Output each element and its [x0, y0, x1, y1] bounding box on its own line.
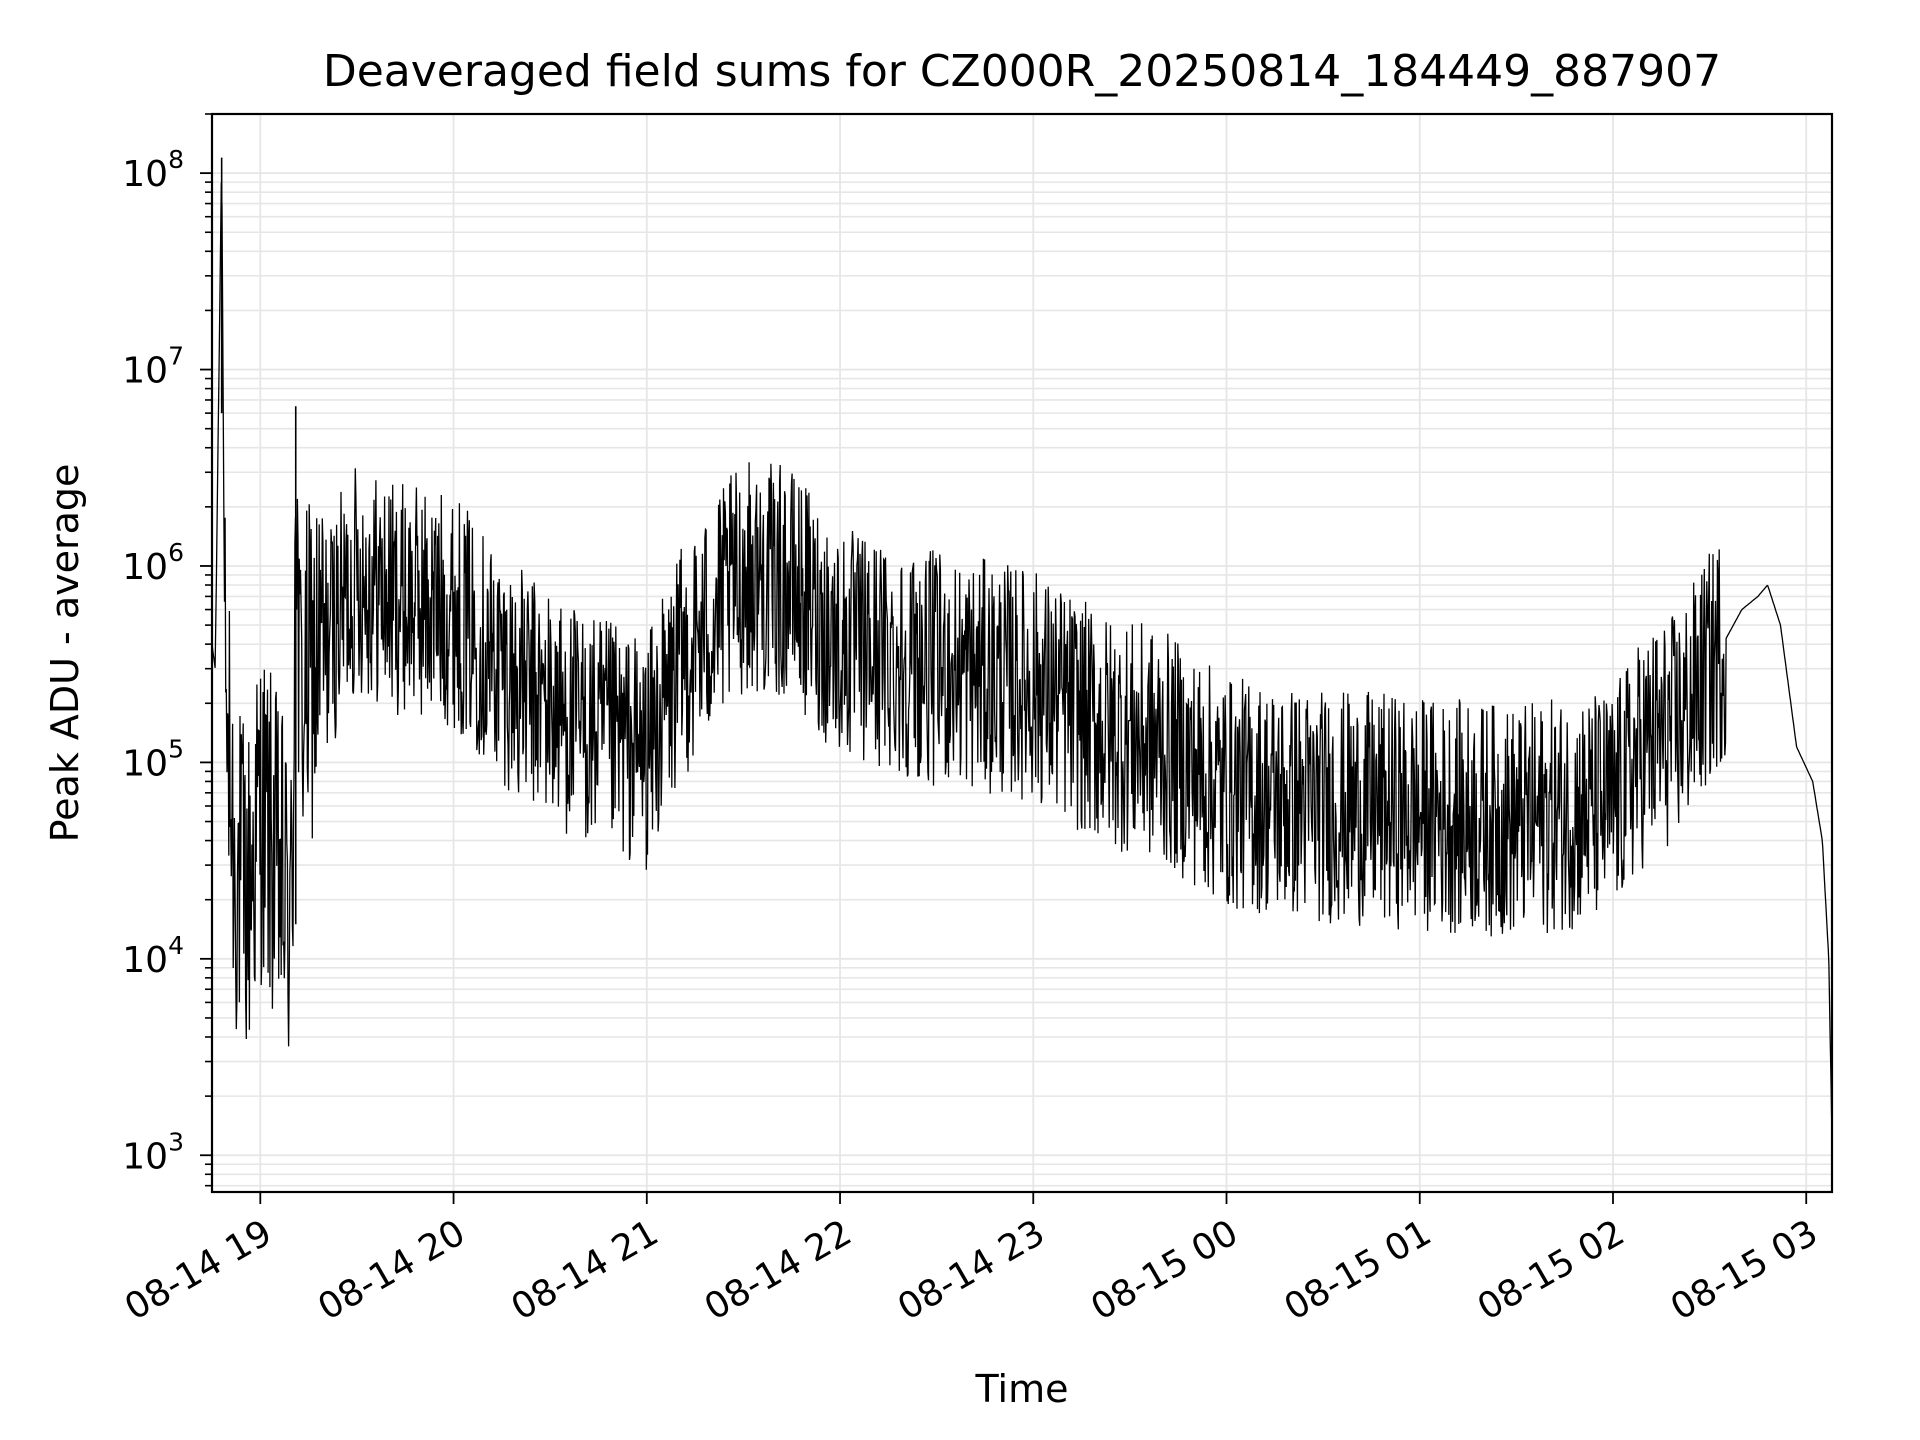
y-tick-base: 10 — [122, 154, 168, 195]
y-tick-exponent: 5 — [168, 734, 184, 763]
y-tick-label: 108 — [122, 145, 184, 195]
y-tick-exponent: 4 — [168, 931, 184, 960]
y-tick-exponent: 3 — [168, 1127, 184, 1156]
series-line — [212, 182, 1832, 1140]
y-tick-base: 10 — [122, 351, 168, 392]
y-tick-base: 10 — [122, 940, 168, 981]
plot-area — [212, 157, 1832, 1140]
y-tick-label: 104 — [122, 931, 184, 981]
chart-title: Deaveraged field sums for CZ000R_2025081… — [323, 46, 1721, 97]
y-tick-base: 10 — [122, 547, 168, 588]
plot-frame — [210, 112, 1834, 1194]
y-tick-base: 10 — [122, 743, 168, 784]
y-axis-label: Peak ADU - average — [43, 464, 87, 843]
y-tick-exponent: 6 — [168, 538, 184, 567]
y-tick-label: 106 — [122, 538, 184, 588]
y-tick-exponent: 8 — [168, 145, 184, 174]
y-tick-label: 107 — [122, 342, 184, 392]
y-tick-exponent: 7 — [168, 342, 184, 371]
x-axis-label: Time — [975, 1367, 1069, 1411]
y-tick-label: 103 — [122, 1127, 184, 1177]
y-tick-base: 10 — [122, 1136, 168, 1177]
y-tick-label: 105 — [122, 734, 184, 784]
